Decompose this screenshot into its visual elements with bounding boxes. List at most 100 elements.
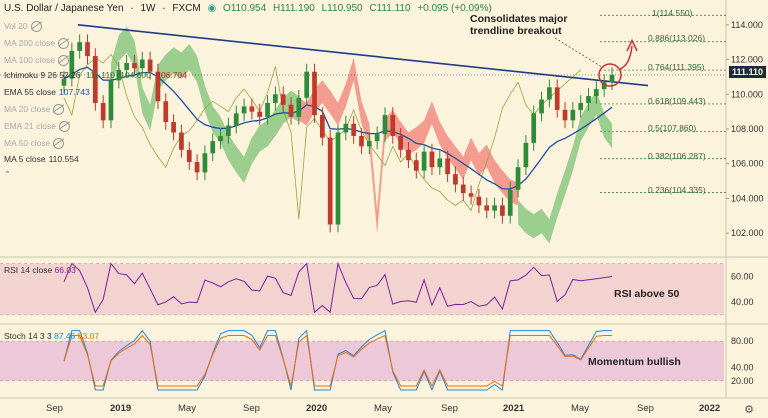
- rsi-title[interactable]: RSI 14 close 66.03: [4, 265, 76, 275]
- interval[interactable]: 1W: [140, 3, 156, 14]
- candle-body: [547, 87, 552, 100]
- legend-ema55[interactable]: EMA 55 close 107.743: [4, 87, 90, 97]
- x-tick-may-2021: May: [571, 403, 589, 414]
- candle-body: [335, 132, 341, 225]
- stoch-title[interactable]: Stoch 14 3 3 87.45 83.07: [4, 331, 100, 341]
- breakout-arrowhead: [626, 38, 638, 52]
- y-tick-label: 104.000: [731, 193, 764, 203]
- x-tick-may-2020: May: [374, 403, 392, 414]
- candle-body: [139, 59, 145, 69]
- breakout-annotation: Consolidates major trendline breakout: [470, 13, 568, 37]
- legend-ma20[interactable]: MA 20 close: [4, 103, 65, 116]
- fib-level-0382: 0.382(106.287): [648, 151, 706, 161]
- legend-vol[interactable]: Vol 20: [4, 20, 42, 33]
- ohlc-close: C111.110: [369, 3, 411, 14]
- hidden-eye-icon[interactable]: [30, 21, 42, 33]
- breakout-arrow: [619, 45, 633, 70]
- legend-ema21[interactable]: EMA 21 close: [4, 120, 70, 133]
- candle-body: [374, 134, 380, 142]
- candle-body: [562, 109, 568, 121]
- candle-body: [421, 151, 427, 171]
- hidden-eye-icon[interactable]: [58, 121, 70, 133]
- stoch-tick-label: 40.00: [731, 363, 754, 373]
- candle-body: [257, 111, 263, 117]
- stoch-annotation: Momentum bullish: [588, 356, 681, 368]
- last-price-tag: 111.110: [728, 66, 766, 78]
- candle-body: [312, 71, 317, 116]
- legend-ma5[interactable]: MA 5 close 110.554: [4, 154, 79, 164]
- ohlc-low: L110.950: [321, 3, 363, 14]
- hidden-eye-icon[interactable]: [53, 138, 65, 150]
- candle-body: [265, 102, 270, 117]
- candle-body: [476, 196, 482, 206]
- fib-level-0886: 0.886(113.026): [648, 33, 706, 43]
- candle-body: [296, 97, 302, 117]
- fib-level-0764: 0.764(111.395): [648, 62, 705, 72]
- candle-body: [570, 109, 576, 121]
- rsi-tick-label: 40.00: [731, 297, 754, 307]
- candle-body: [85, 42, 90, 57]
- candle-body: [398, 135, 403, 150]
- candle-body: [288, 104, 294, 117]
- candle-body: [382, 115, 388, 135]
- rsi-line: [63, 261, 613, 314]
- stoch-tick-label: 80.00: [731, 336, 754, 346]
- stoch-band: [0, 341, 724, 381]
- candle-body: [163, 101, 169, 123]
- fib-level-0618: 0.618(109.443): [648, 96, 706, 106]
- symbol-name[interactable]: U.S. Dollar / Japanese Yen: [4, 3, 124, 14]
- candle-body: [578, 102, 584, 110]
- hidden-eye-icon[interactable]: [53, 104, 65, 116]
- fib-level-05: 0.5(107.860): [648, 123, 697, 133]
- collapse-legend-icon[interactable]: ⌃: [4, 169, 12, 179]
- y-tick-label: 102.000: [731, 228, 764, 238]
- candle-body: [484, 205, 490, 211]
- hidden-eye-icon[interactable]: [58, 55, 70, 67]
- candle-body: [593, 89, 599, 97]
- candle-body: [241, 106, 247, 114]
- candle-body: [351, 123, 357, 136]
- candle-body: [445, 158, 450, 175]
- fib-level-1: 1(114.550): [652, 8, 693, 18]
- candle-body: [249, 106, 255, 112]
- candle-body: [186, 149, 192, 162]
- candle-body: [202, 153, 208, 173]
- candle-body: [124, 63, 129, 70]
- exchange: FXCM: [172, 3, 201, 14]
- candle-body: [539, 99, 544, 114]
- candle-body: [359, 135, 364, 147]
- x-tick-sep-2018: Sep: [46, 403, 63, 414]
- visibility-eye-icon[interactable]: ◉: [207, 3, 217, 14]
- ohlc-change: +0.095 (+0.09%): [417, 3, 492, 14]
- candle-body: [609, 75, 615, 83]
- candle-body: [194, 161, 200, 173]
- candle-body: [507, 189, 513, 216]
- fib-level-0236: 0.236(104.335): [648, 185, 706, 195]
- candle-body: [554, 87, 560, 110]
- legend-ma100[interactable]: MA 100 close: [4, 54, 70, 67]
- legend-ma50[interactable]: MA 50 close: [4, 137, 65, 150]
- y-tick-label: 106.000: [731, 159, 764, 169]
- x-tick-2021: 2021: [503, 403, 525, 414]
- candle-body: [492, 205, 497, 211]
- rsi-band: [0, 263, 724, 315]
- candle-body: [179, 132, 184, 150]
- rsi-annotation: RSI above 50: [614, 288, 680, 300]
- y-tick-label: 112.000: [731, 55, 763, 65]
- candle-body: [406, 149, 411, 161]
- candle-body: [319, 115, 325, 138]
- candle-body: [100, 102, 106, 121]
- candle-body: [171, 122, 176, 133]
- hidden-eye-icon[interactable]: [58, 38, 70, 50]
- x-tick-sep-2019: Sep: [243, 403, 260, 414]
- ohlc-open: O110.954: [222, 3, 267, 14]
- candle-body: [437, 158, 443, 168]
- candle-body: [108, 80, 114, 121]
- candle-body: [116, 69, 122, 81]
- candle-body: [366, 141, 372, 147]
- settings-gear-icon[interactable]: ⚙: [744, 404, 754, 416]
- legend-ma200[interactable]: MA 200 close: [4, 37, 70, 50]
- x-tick-may-2019: May: [178, 403, 196, 414]
- legend-ichimoku[interactable]: Ichimoku 9 26 52 26 111.110 104.600 106.…: [4, 70, 187, 80]
